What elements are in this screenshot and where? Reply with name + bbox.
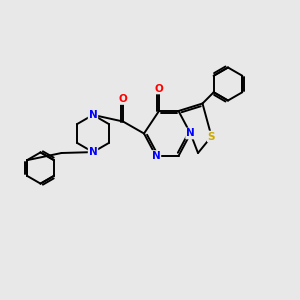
Text: N: N (152, 151, 160, 161)
Text: S: S (208, 131, 215, 142)
Text: N: N (88, 147, 98, 157)
Text: O: O (118, 94, 127, 104)
Text: O: O (154, 83, 164, 94)
Text: N: N (88, 110, 98, 120)
Text: N: N (186, 128, 195, 139)
